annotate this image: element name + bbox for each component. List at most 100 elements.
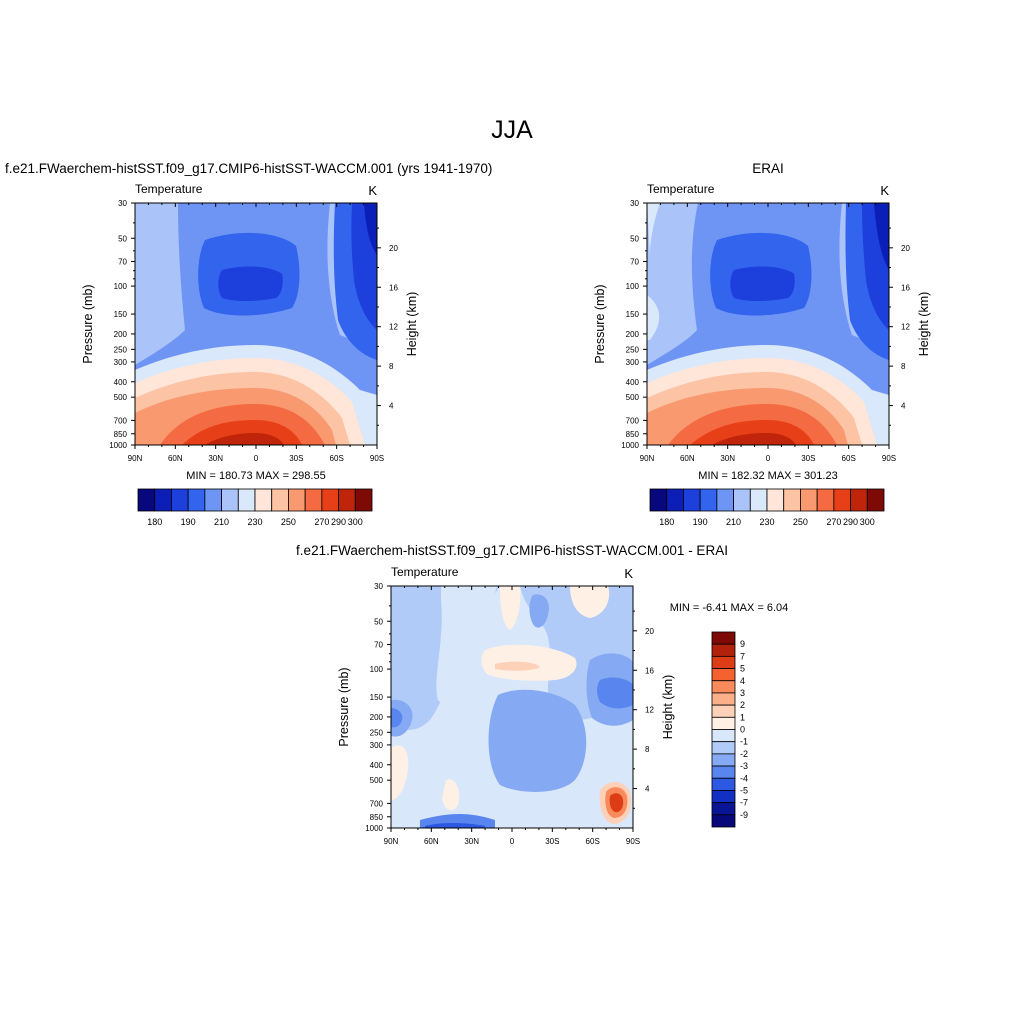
y-tick-label: 30 [630,199,639,208]
y2-tick-label: 16 [901,283,910,292]
y-tick-label: 150 [370,693,384,702]
colorbar-label: 250 [793,517,808,527]
colorbar-swatch [711,680,736,694]
x-tick-label: 60S [330,454,344,463]
colorbar-label: 190 [181,517,196,527]
panel-3-units-label: K [624,566,633,581]
colorbar-swatch [711,668,736,682]
panel-1-stats: MIN = 180.73 MAX = 298.55 [186,470,325,482]
y2-tick-label: 4 [389,402,394,411]
y2-tick-label: 12 [389,323,398,332]
colorbar-swatch [711,790,736,804]
colorbar-swatch [733,488,751,512]
y2-tick-label: 4 [901,402,906,411]
colorbar-swatch [204,488,222,512]
y2-tick-label: 8 [901,362,906,371]
colorbar-swatch [321,488,339,512]
colorbar-swatch [237,488,256,512]
field-level-p6-pole [609,793,624,813]
y2-tick-label: 20 [901,244,910,253]
y-tick-label: 700 [626,416,640,425]
colorbar-swatch [749,488,768,512]
colorbar-swatch [816,488,835,512]
colorbar-swatch [711,741,736,755]
y2-tick-label: 20 [645,627,654,636]
colorbar-label: 210 [726,517,741,527]
panel-1-field [135,203,377,445]
colorbar-swatch [354,488,373,512]
colorbar-label: 9 [740,639,745,649]
y-tick-label: 100 [114,282,128,291]
y-tick-label: 300 [114,358,128,367]
panel-3-field [391,586,633,828]
colorbar-swatch [711,753,736,767]
colorbar-label: 290 [843,517,858,527]
x-tick-label: 90N [128,454,143,463]
y-tick-label: 1000 [365,824,383,833]
colorbar-label: 270 [314,517,329,527]
field-level-p1-west [391,745,409,800]
colorbar-swatch [800,488,818,512]
panel-3-title: f.e21.FWaerchem-histSST.f09_g17.CMIP6-hi… [296,543,728,558]
y2-tick-label: 8 [645,745,650,754]
y-tick-label: 150 [626,310,640,319]
y-tick-label: 850 [370,813,384,822]
panel-1-y-axis-label: Pressure (mb) [81,284,95,363]
colorbar-1: 180 190 210 230 250 270 290 300 [137,488,373,527]
colorbar-label: 190 [693,517,708,527]
panel-3-plot: 305070100150200250300400500700850100090N… [337,565,788,846]
colorbar-swatch [711,704,736,718]
y-tick-label: 500 [370,776,384,785]
colorbar-swatch [171,488,189,512]
colorbar-label: 210 [214,517,229,527]
y-tick-label: 70 [630,257,639,266]
colorbar-label: 3 [740,688,745,698]
colorbar-swatch [187,488,206,512]
panel-1-title: f.e21.FWaerchem-histSST.f09_g17.CMIP6-hi… [5,161,493,176]
field-level-w7 [712,433,796,445]
colorbar-swatch [711,716,736,730]
y-tick-label: 400 [626,378,640,387]
panel-2-units-label: K [880,183,889,198]
y-tick-label: 200 [114,330,128,339]
colorbar-swatch [338,488,356,512]
panel-3-variable-label: Temperature [391,565,459,579]
y-tick-label: 700 [114,416,128,425]
x-tick-label: 60N [424,837,439,846]
colorbar-label: -5 [740,785,748,795]
panel-2-plot: 305070100150200250300400500700850100090N… [593,182,931,482]
y-tick-label: 50 [118,234,127,243]
colorbar-label: 5 [740,664,745,674]
colorbar-label: 270 [826,517,841,527]
colorbar-swatch [766,488,785,512]
colorbar-swatch [666,488,684,512]
colorbar-swatch [649,488,668,512]
y-tick-label: 50 [374,617,383,626]
y-tick-label: 30 [118,199,127,208]
colorbar-label: -7 [740,798,748,808]
colorbar-swatch [711,777,736,791]
x-tick-label: 0 [254,454,259,463]
colorbar-swatch [850,488,868,512]
y-tick-label: 1000 [109,441,127,450]
field-level-b6 [647,203,660,255]
y2-tick-label: 16 [389,283,398,292]
x-tick-label: 0 [766,454,771,463]
y-tick-label: 50 [630,234,639,243]
field-level-n3-mid [488,689,587,792]
colorbar-label: 4 [740,676,745,686]
panel-2-field [647,203,889,445]
colorbar-label: 300 [348,517,363,527]
y-tick-label: 150 [114,310,128,319]
colorbar-swatch [711,814,736,828]
colorbar-label: -2 [740,749,748,759]
colorbar-swatch [254,488,273,512]
colorbar-label: -4 [740,773,748,783]
colorbar-label: 0 [740,725,745,735]
colorbar-label: 230 [247,517,262,527]
panel-2-variable-label: Temperature [647,182,715,196]
y2-tick-label: 8 [389,362,394,371]
panel-1-variable-label: Temperature [135,182,203,196]
x-tick-label: 0 [510,837,515,846]
colorbar-swatch [716,488,734,512]
